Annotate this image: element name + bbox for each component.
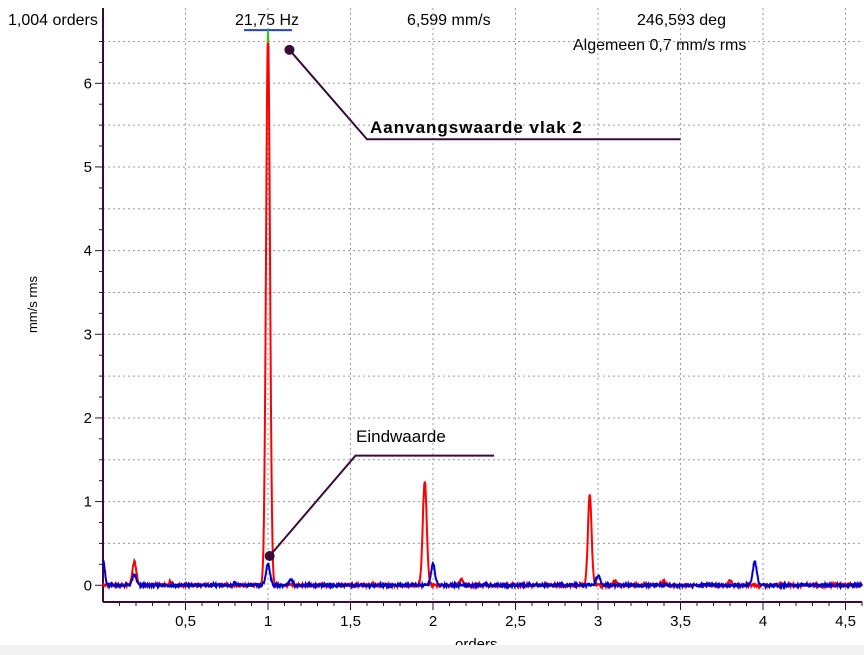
y-tick-label: 2: [84, 410, 92, 427]
x-tick-label: 1,5: [340, 613, 361, 630]
initial-leader-line: [288, 49, 681, 141]
final-leader-line: [268, 454, 495, 557]
x-tick-label: 1: [264, 613, 272, 630]
y-tick-label: 6: [84, 75, 92, 92]
red-spectrum-line: [102, 34, 863, 591]
axes: 0,5 1 1,5 2 2,5 3 3,5 4 4,5 0 1 2 3 4 5 6: [84, 8, 863, 630]
amplitude-readout: 6,599 mm/s: [407, 12, 491, 29]
y-tick-label: 0: [84, 577, 92, 594]
cursor: [244, 29, 292, 44]
initial-value-annotation: Aanvangswaarde vlak 2: [370, 118, 583, 137]
series-lines: [102, 34, 863, 591]
grid-lines: [103, 8, 862, 602]
y-tick-label: 1: [84, 494, 92, 511]
orders-readout: 1,004 orders: [8, 12, 98, 29]
frequency-readout: 21,75 Hz: [235, 12, 300, 29]
x-tick-label: 2,5: [505, 613, 526, 630]
y-tick-label: 5: [84, 159, 92, 176]
x-tick-label: 4,5: [835, 613, 856, 630]
x-tick-label: 0,5: [175, 613, 196, 630]
x-tick-label: 3: [594, 613, 602, 630]
bottom-bar: [0, 645, 864, 655]
blue-spectrum-line: [102, 559, 863, 591]
x-tick-label: 2: [429, 613, 437, 630]
x-tick-label: 3,5: [670, 613, 691, 630]
final-marker: [264, 550, 275, 561]
y-tick-label: 3: [84, 326, 92, 343]
phase-readout: 246,593 deg: [637, 12, 726, 29]
callouts: [264, 44, 681, 561]
initial-marker: [284, 44, 295, 55]
final-value-annotation: Eindwaarde: [356, 427, 446, 446]
x-tick-label: 4: [759, 613, 767, 630]
y-tick-label: 4: [84, 243, 92, 260]
